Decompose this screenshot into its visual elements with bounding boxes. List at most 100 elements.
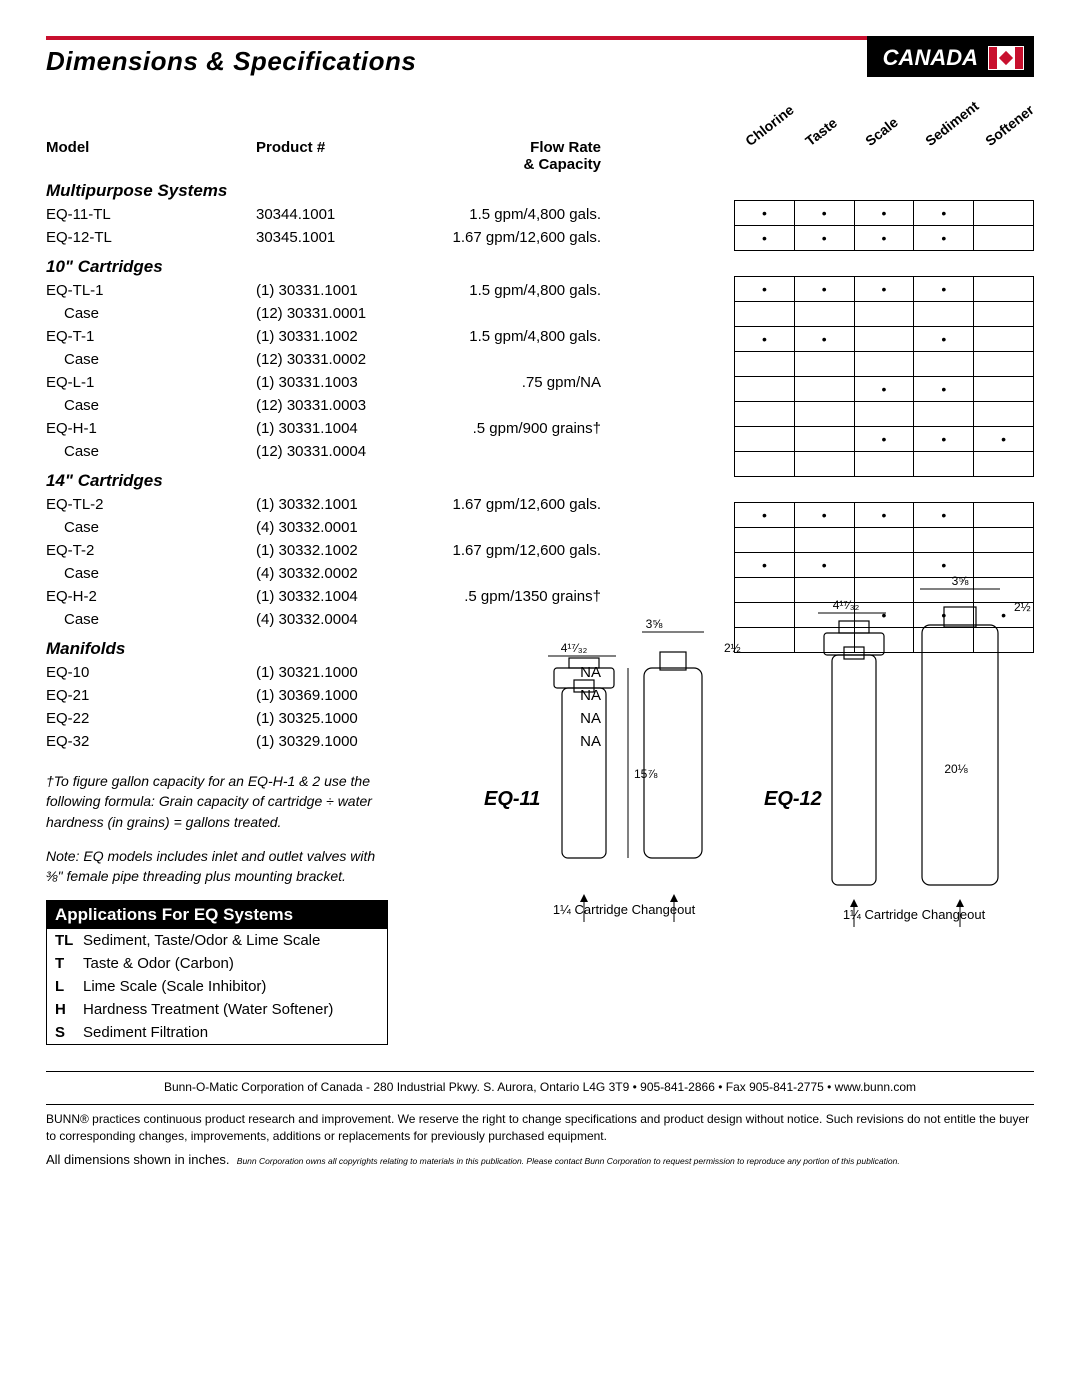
matrix-cell: •: [854, 277, 914, 302]
matrix-cell: •: [794, 327, 854, 352]
apps-row: TLSediment, Taste/Odor & Lime Scale: [47, 929, 387, 952]
spec-row: EQ-TL-1(1) 30331.10011.5 gpm/4,800 gals.: [46, 279, 734, 302]
spec-row: Case(12) 30331.0003: [46, 394, 734, 417]
matrix-cell: •: [854, 226, 914, 251]
spec-row: EQ-12-TL30345.10011.67 gpm/12,600 gals.: [46, 226, 734, 249]
matrix-cell: •: [735, 226, 795, 251]
matrix-cell: [735, 427, 795, 452]
matrix-cell: [735, 452, 795, 477]
feature-matrix: ChlorineTasteScaleSedimentSoftener •••••…: [734, 95, 1034, 943]
svg-text:3⅝: 3⅝: [646, 617, 664, 631]
footer-dimensions: All dimensions shown in inches. Bunn Cor…: [46, 1152, 1034, 1167]
section-title: 14" Cartridges: [46, 471, 734, 491]
matrix-cell: •: [914, 427, 974, 452]
spec-row: EQ-T-2(1) 30332.10021.67 gpm/12,600 gals…: [46, 539, 734, 562]
matrix-cell: [854, 352, 914, 377]
footer-contact: Bunn-O-Matic Corporation of Canada - 280…: [46, 1071, 1034, 1094]
svg-text:4¹⁷⁄₃₂: 4¹⁷⁄₃₂: [833, 598, 860, 612]
matrix-cell: [794, 302, 854, 327]
spec-row: Case(4) 30332.0002: [46, 562, 734, 585]
matrix-cell: [794, 427, 854, 452]
matrix-cell: •: [735, 277, 795, 302]
eq11-diagram: 3⅝ 2½ 4¹⁷⁄₃₂ 15⅞ 1¼ Cartridge Changeout: [524, 608, 744, 968]
matrix-cell: [974, 402, 1034, 427]
apps-row: HHardness Treatment (Water Softener): [47, 998, 387, 1021]
matrix-cell: [974, 528, 1034, 553]
matrix-cell: •: [914, 201, 974, 226]
matrix-cell: [974, 503, 1034, 528]
spec-row: Case(12) 30331.0002: [46, 348, 734, 371]
matrix-cell: •: [854, 427, 914, 452]
matrix-cell: •: [914, 327, 974, 352]
svg-text:1¼ Cartridge Changeout: 1¼ Cartridge Changeout: [843, 907, 986, 922]
svg-text:3⅝: 3⅝: [952, 574, 970, 588]
matrix-cell: •: [974, 427, 1034, 452]
footnotes: †To figure gallon capacity for an EQ-H-1…: [46, 771, 386, 886]
matrix-cell: [974, 327, 1034, 352]
svg-text:2½: 2½: [1014, 600, 1031, 614]
spec-row: EQ-TL-2(1) 30332.10011.67 gpm/12,600 gal…: [46, 493, 734, 516]
matrix-cell: •: [914, 277, 974, 302]
matrix-cell: •: [914, 226, 974, 251]
footer-disclaimer: BUNN® practices continuous product resea…: [46, 1104, 1034, 1143]
eq12-diagram: 3⅝ 2½ 4¹⁷⁄₃₂ 20⅛ 1¼ Cartridge Changeout: [804, 573, 1064, 963]
matrix-cell: [735, 377, 795, 402]
matrix-cell: [974, 201, 1034, 226]
footnote-2: Note: EQ models includes inlet and outle…: [46, 846, 386, 887]
matrix-header-sediment: Sediment: [922, 98, 982, 149]
matrix-cell: [794, 452, 854, 477]
matrix-cell: [854, 302, 914, 327]
matrix-cell: [854, 528, 914, 553]
applications-box: Applications For EQ Systems TLSediment, …: [46, 900, 388, 1045]
matrix-cell: •: [854, 377, 914, 402]
matrix-cell: [735, 528, 795, 553]
matrix-cell: [854, 327, 914, 352]
matrix-cell: •: [794, 503, 854, 528]
svg-text:20⅛: 20⅛: [944, 762, 968, 776]
matrix-cell: •: [914, 377, 974, 402]
matrix-cell: •: [794, 277, 854, 302]
matrix-cell: [974, 352, 1034, 377]
spec-row: EQ-H-2(1) 30332.1004.5 gpm/1350 grains†: [46, 585, 734, 608]
matrix-cell: [794, 402, 854, 427]
footnote-1: †To figure gallon capacity for an EQ-H-1…: [46, 771, 386, 832]
matrix-cell: •: [794, 226, 854, 251]
matrix-cell: [914, 528, 974, 553]
applications-title: Applications For EQ Systems: [47, 901, 387, 929]
matrix-cell: [854, 402, 914, 427]
matrix-cell: •: [735, 327, 795, 352]
matrix-cell: [914, 402, 974, 427]
matrix-header-taste: Taste: [802, 115, 840, 149]
spec-row: EQ-H-1(1) 30331.1004.5 gpm/900 grains†: [46, 417, 734, 440]
spec-row: Case(12) 30331.0004: [46, 440, 734, 463]
matrix-cell: [735, 402, 795, 427]
apps-row: LLime Scale (Scale Inhibitor): [47, 975, 387, 998]
canada-flag-icon: [988, 46, 1024, 70]
col-flow: Flow Rate& Capacity: [426, 139, 611, 173]
matrix-cell: •: [914, 503, 974, 528]
spec-row: EQ-T-1(1) 30331.10021.5 gpm/4,800 gals.: [46, 325, 734, 348]
matrix-cell: [974, 377, 1034, 402]
col-product: Product #: [256, 139, 426, 173]
matrix-cell: [974, 452, 1034, 477]
matrix-cell: [854, 452, 914, 477]
matrix-cell: •: [854, 503, 914, 528]
matrix-cell: •: [794, 201, 854, 226]
apps-row: TTaste & Odor (Carbon): [47, 952, 387, 975]
matrix-cell: [974, 302, 1034, 327]
matrix-cell: [794, 528, 854, 553]
matrix-cell: [974, 226, 1034, 251]
spec-row: Case(4) 30332.0001: [46, 516, 734, 539]
matrix-cell: •: [735, 503, 795, 528]
matrix-cell: [794, 377, 854, 402]
matrix-header-scale: Scale: [862, 114, 901, 149]
country-badge: CANADA: [867, 36, 1034, 77]
spec-row: Case(12) 30331.0001: [46, 302, 734, 325]
apps-row: SSediment Filtration: [47, 1021, 387, 1044]
matrix-cell: •: [735, 201, 795, 226]
matrix-cell: [794, 352, 854, 377]
matrix-cell: [735, 352, 795, 377]
svg-text:2½: 2½: [724, 641, 741, 655]
svg-text:15⅞: 15⅞: [634, 767, 658, 781]
section-title: 10" Cartridges: [46, 257, 734, 277]
